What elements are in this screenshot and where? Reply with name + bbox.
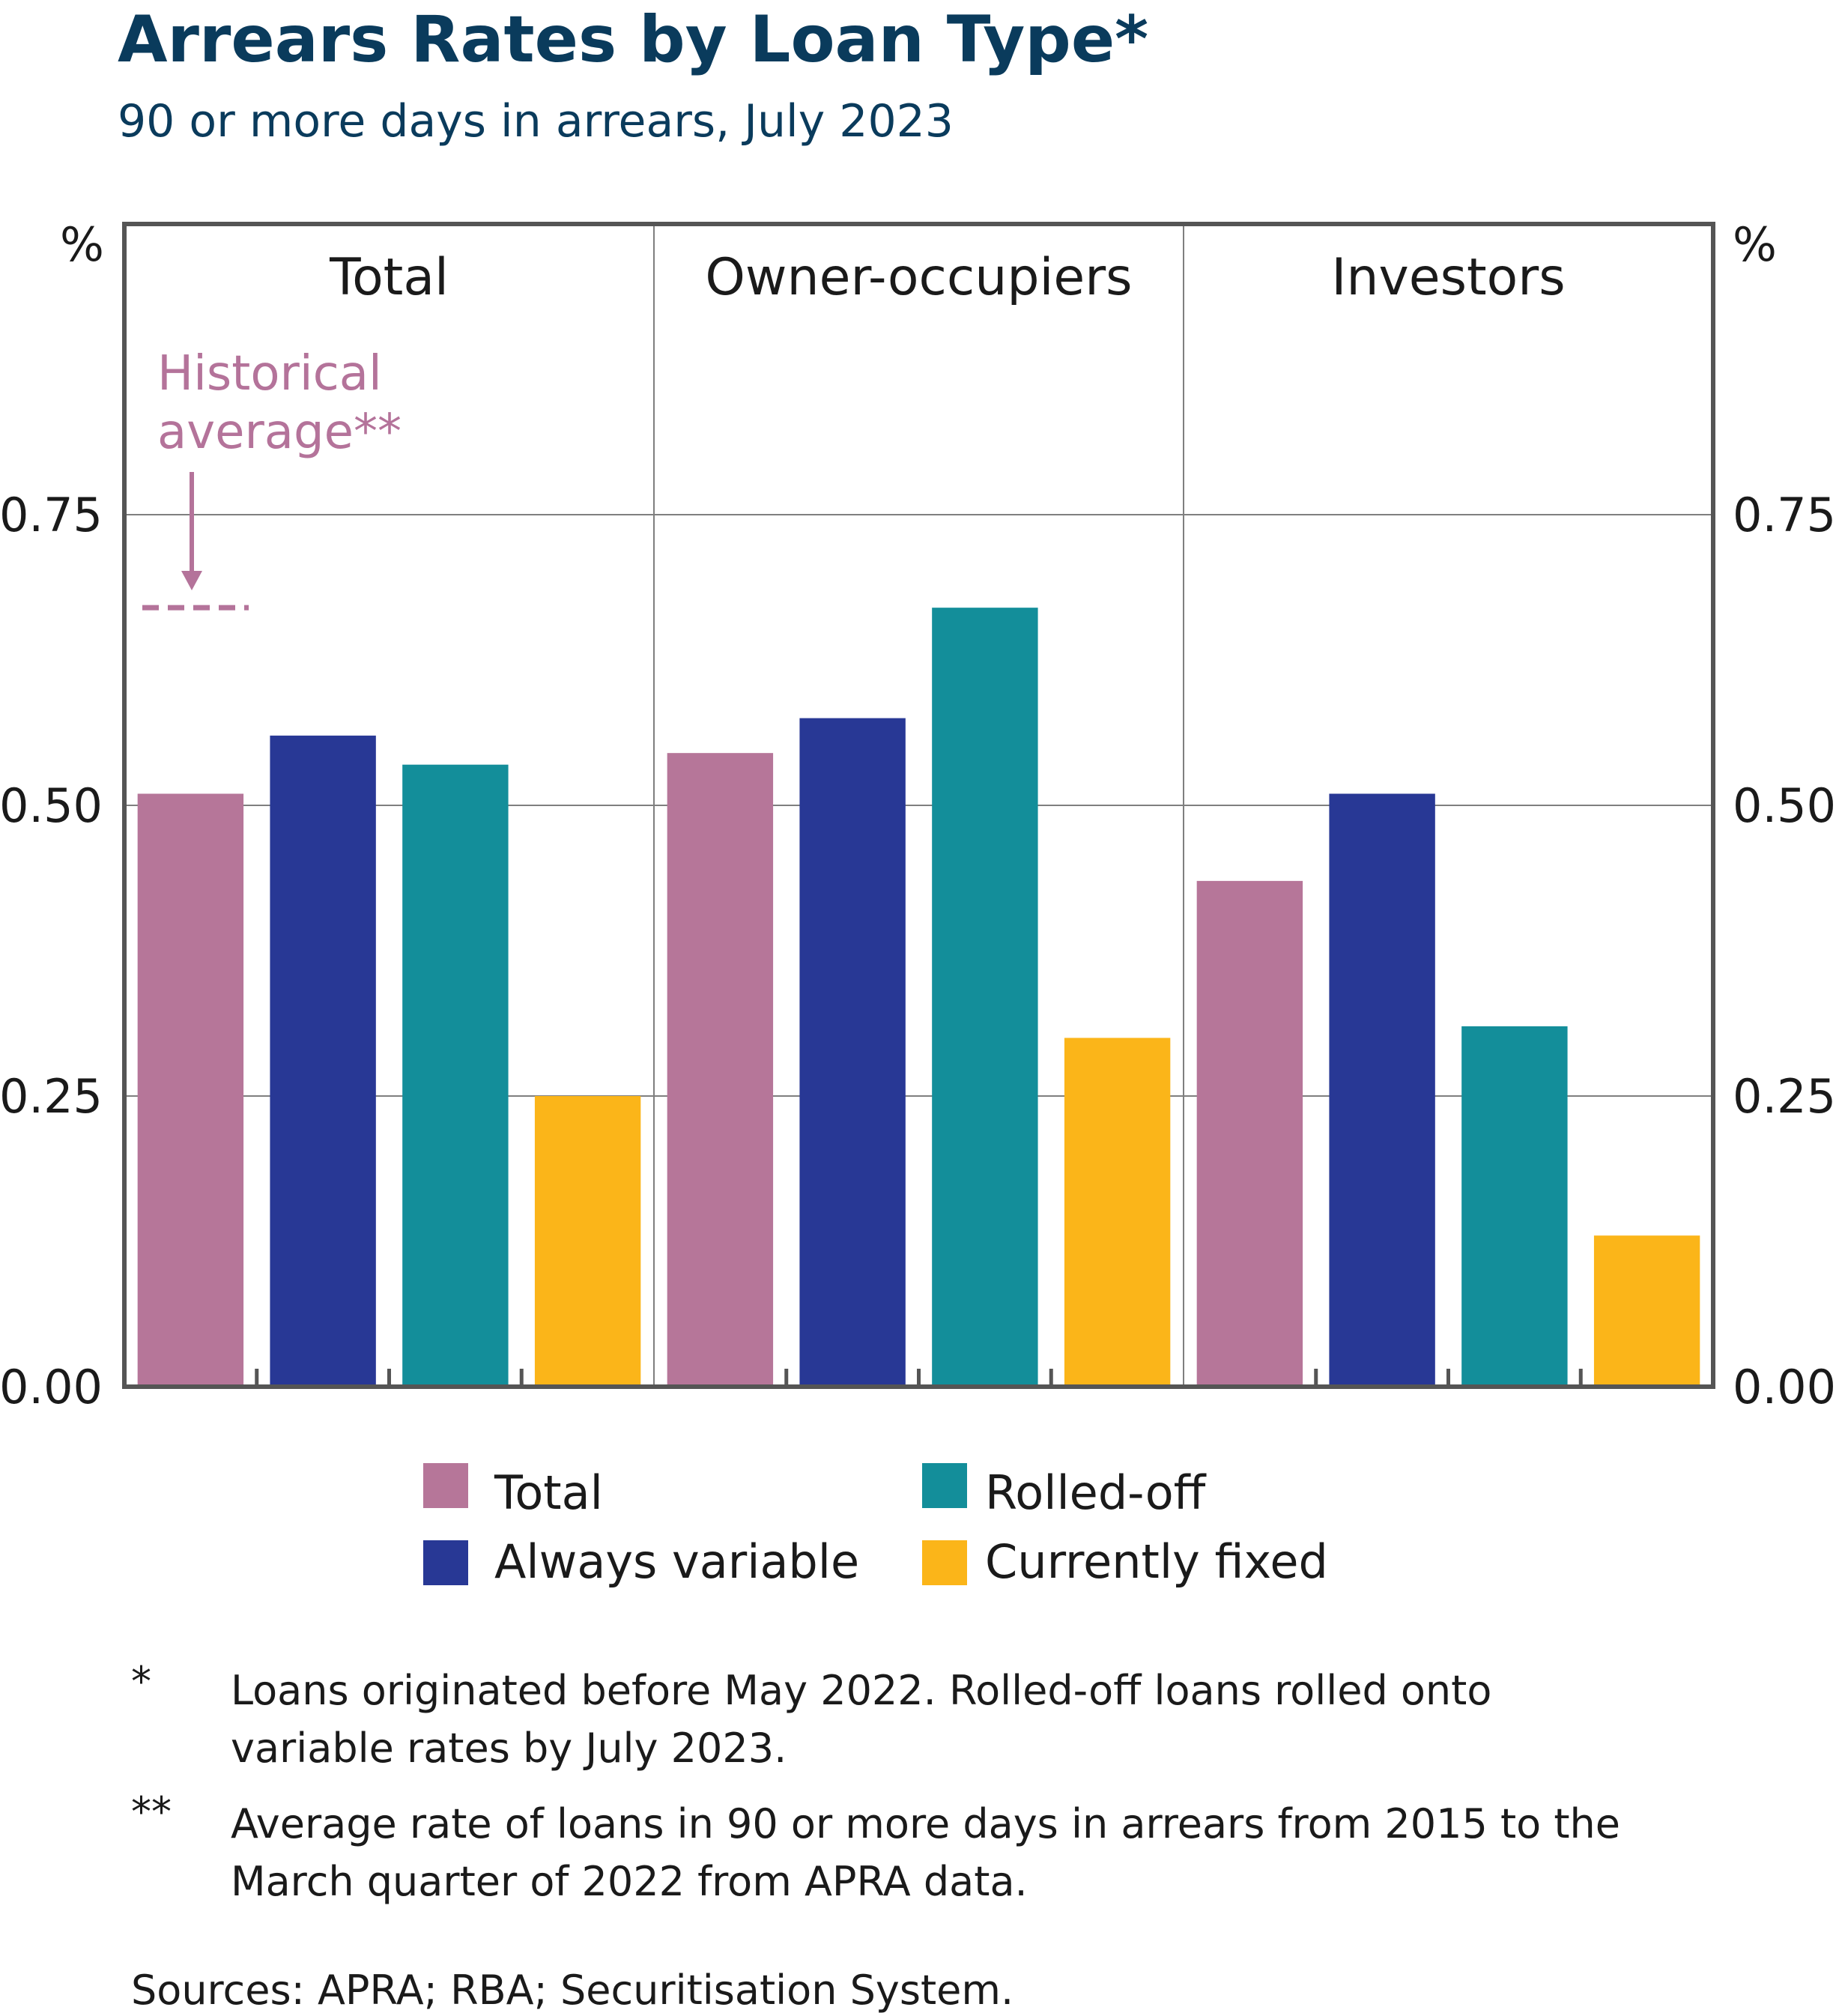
- bar-investors-rolled-off: [1461, 1026, 1568, 1387]
- plot-frame: [122, 222, 1715, 1389]
- bar-total-currently-fixed: [534, 1096, 641, 1387]
- footnote-1-line-1: Loans originated before May 2022. Rolled…: [231, 1667, 1491, 1714]
- panel-label-owner-occupiers: Owner-occupiers: [705, 248, 1132, 307]
- bar-owner-occupiers-always-variable: [799, 718, 906, 1387]
- bar-total-total: [137, 793, 244, 1387]
- y-tick-right-0.50: 0.50: [1733, 778, 1836, 833]
- footnotes: * Loans originated before May 2022. Roll…: [131, 1658, 1620, 2014]
- legend-label-total: Total: [494, 1465, 603, 1520]
- y-tick-left-0.50: 0.50: [0, 778, 103, 833]
- y-tick-left-0.75: 0.75: [0, 488, 103, 542]
- bar-owner-occupiers-rolled-off: [932, 608, 1038, 1387]
- y-tick-left-0.25: 0.25: [0, 1069, 103, 1124]
- chart-title: Arrears Rates by Loan Type*: [118, 2, 1148, 77]
- footnote-2-line-2: March quarter of 2022 from APRA data.: [231, 1858, 1028, 1905]
- legend-swatch-rolled-off: [922, 1463, 967, 1508]
- legend-label-always-variable: Always variable: [494, 1534, 859, 1589]
- bar-owner-occupiers-currently-fixed: [1064, 1038, 1171, 1387]
- y-tick-left-0.00: 0.00: [0, 1360, 103, 1414]
- panel-labels: Total Owner-occupiers Investors: [329, 248, 1566, 307]
- bar-investors-always-variable: [1329, 793, 1435, 1387]
- bars: [137, 608, 1700, 1387]
- y-unit-right: %: [1733, 217, 1777, 272]
- bar-owner-occupiers-total: [667, 753, 774, 1387]
- y-axis-ticks: 0.00 0.00 0.25 0.25 0.50 0.50 0.75 0.75: [0, 488, 1836, 1414]
- footnote-2-line-1: Average rate of loans in 90 or more days…: [231, 1800, 1620, 1847]
- panel-label-investors: Investors: [1331, 248, 1565, 307]
- footnote-1-line-2: variable rates by July 2023.: [231, 1725, 787, 1772]
- y-tick-right-0.00: 0.00: [1733, 1360, 1836, 1414]
- legend: Total Always variable Rolled-off Current…: [423, 1463, 1328, 1589]
- bar-investors-currently-fixed: [1593, 1235, 1700, 1387]
- bar-total-rolled-off: [402, 764, 509, 1387]
- annotation-arrowhead-icon: [181, 571, 202, 590]
- footnote-1-mark: *: [131, 1658, 151, 1705]
- y-tick-right-0.75: 0.75: [1733, 488, 1836, 542]
- legend-swatch-total: [423, 1463, 468, 1508]
- bar-total-always-variable: [270, 735, 376, 1387]
- y-unit-left: %: [60, 217, 104, 272]
- y-tick-right-0.25: 0.25: [1733, 1069, 1836, 1124]
- legend-label-currently-fixed: Currently fixed: [985, 1534, 1328, 1589]
- annotation-line-1: Historical: [157, 346, 382, 402]
- gridlines: [124, 224, 1713, 1387]
- legend-swatch-always-variable: [423, 1540, 468, 1585]
- chart-subtitle: 90 or more days in arrears, July 2023: [118, 95, 954, 148]
- legend-label-rolled-off: Rolled-off: [985, 1465, 1207, 1520]
- panel-label-total: Total: [329, 248, 449, 307]
- sources-note: Sources: APRA; RBA; Securitisation Syste…: [131, 1967, 1014, 2014]
- footnote-2-mark: **: [131, 1788, 172, 1835]
- historical-average-annotation: Historical average**: [142, 346, 402, 611]
- plot-border: [122, 222, 1715, 1389]
- bar-investors-total: [1196, 880, 1303, 1387]
- annotation-line-2: average**: [157, 405, 402, 460]
- legend-swatch-currently-fixed: [922, 1540, 967, 1585]
